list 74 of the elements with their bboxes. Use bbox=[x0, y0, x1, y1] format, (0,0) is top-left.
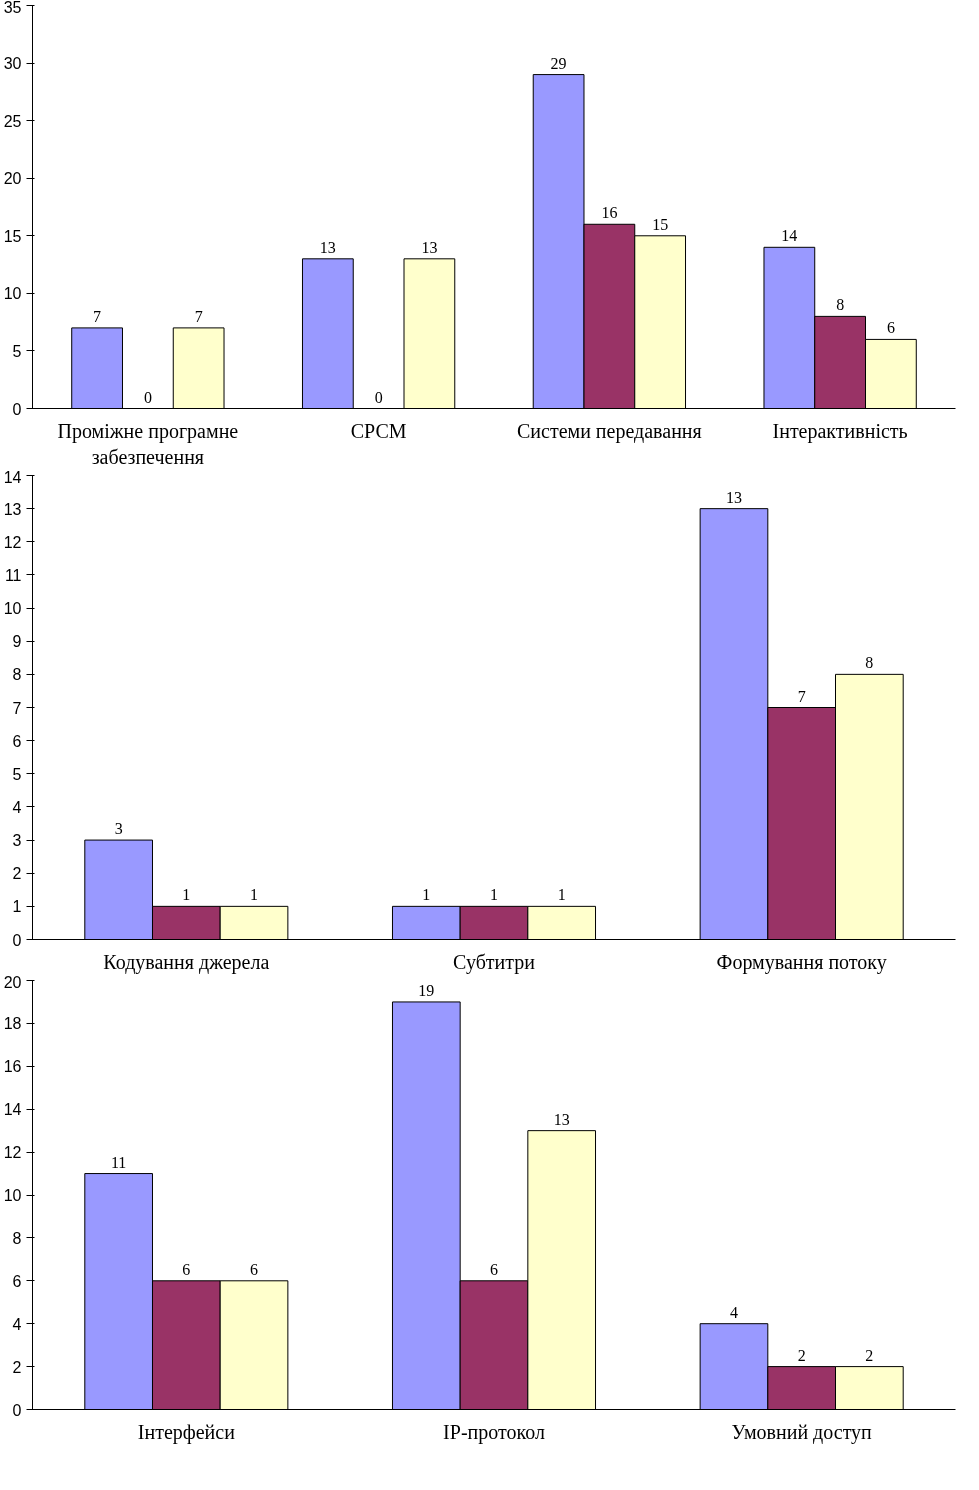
data-label: 1 bbox=[250, 886, 259, 904]
y-tick-label: 10 bbox=[3, 285, 22, 303]
y-tick-label: 30 bbox=[3, 55, 22, 73]
x-tick-label: Формування потоку bbox=[716, 950, 887, 974]
x-tick-label: Проміжне програмне забезпечення bbox=[57, 419, 239, 468]
x-tick-label: Субтитри bbox=[453, 950, 536, 974]
data-label: 6 bbox=[182, 1260, 191, 1278]
data-label: 0 bbox=[143, 388, 152, 406]
data-label: 16 bbox=[601, 204, 618, 222]
data-label: 1 bbox=[422, 886, 431, 904]
y-tick-label: 0 bbox=[12, 1401, 22, 1419]
y-tick-label: 15 bbox=[3, 227, 22, 245]
y-tick-label: 9 bbox=[12, 633, 22, 651]
data-label: 1 bbox=[557, 886, 566, 904]
data-label: 13 bbox=[725, 488, 742, 506]
x-tick-label: Інтерактивність bbox=[772, 419, 908, 443]
data-label: 3 bbox=[114, 820, 123, 838]
data-label: 1 bbox=[182, 886, 191, 904]
y-tick-label: 11 bbox=[4, 566, 22, 584]
data-label: 29 bbox=[550, 54, 567, 72]
y-tick-label: 18 bbox=[3, 1015, 22, 1033]
x-tick-label: СРСМ bbox=[350, 419, 407, 442]
y-tick-label: 13 bbox=[3, 500, 22, 518]
y-tick-label: 3 bbox=[12, 832, 22, 850]
data-label: 19 bbox=[418, 981, 435, 999]
y-tick-label: 20 bbox=[3, 973, 22, 991]
y-tick-label: 8 bbox=[12, 666, 22, 684]
data-label: 6 bbox=[886, 319, 895, 337]
y-tick-label: 0 bbox=[12, 931, 22, 949]
data-label: 6 bbox=[490, 1260, 498, 1278]
y-tick-label: 0 bbox=[12, 400, 22, 418]
x-tick-label: Системи передавання bbox=[516, 419, 702, 443]
data-label: 2 bbox=[865, 1346, 874, 1364]
data-label: 0 bbox=[374, 388, 383, 406]
y-tick-label: 25 bbox=[3, 112, 22, 130]
y-tick-label: 6 bbox=[12, 1272, 22, 1290]
x-tick-label: ІР-протокол bbox=[443, 1420, 545, 1444]
x-tick-label: Кодування джерела bbox=[103, 950, 270, 974]
data-label: 7 bbox=[93, 307, 102, 325]
data-label: 8 bbox=[836, 296, 845, 314]
y-tick-label: 16 bbox=[3, 1058, 22, 1076]
y-tick-label: 4 bbox=[12, 798, 22, 816]
y-tick-label: 10 bbox=[3, 1187, 22, 1204]
data-label: 6 bbox=[250, 1260, 259, 1278]
y-tick-label: 5 bbox=[12, 765, 22, 783]
data-label: 7 bbox=[194, 307, 203, 325]
data-label: 13 bbox=[553, 1110, 570, 1128]
y-tick-label: 2 bbox=[12, 865, 22, 883]
data-label: 8 bbox=[865, 654, 874, 672]
data-label: 7 bbox=[797, 687, 806, 705]
x-tick-label: Інтерфейси bbox=[137, 1420, 236, 1444]
y-tick-label: 35 bbox=[3, 0, 22, 16]
data-label: 13 bbox=[319, 238, 336, 256]
y-tick-label: 1 bbox=[12, 898, 22, 916]
data-label: 4 bbox=[729, 1303, 738, 1321]
y-tick-label: 14 bbox=[3, 1101, 22, 1119]
y-tick-label: 12 bbox=[3, 533, 22, 551]
data-label: 14 bbox=[781, 227, 798, 245]
y-tick-label: 14 bbox=[3, 468, 22, 486]
y-tick-label: 7 bbox=[12, 699, 22, 717]
y-tick-label: 6 bbox=[12, 732, 22, 750]
y-tick-label: 20 bbox=[3, 170, 22, 188]
data-label: 15 bbox=[652, 215, 669, 233]
data-label: 2 bbox=[797, 1346, 806, 1364]
x-tick-label: Умовний доступ bbox=[731, 1420, 873, 1444]
y-tick-label: 5 bbox=[12, 342, 22, 360]
data-label: 13 bbox=[421, 238, 438, 256]
y-tick-label: 4 bbox=[12, 1315, 22, 1333]
data-label: 1 bbox=[490, 886, 498, 904]
y-tick-label: 10 bbox=[3, 600, 22, 618]
y-tick-label: 8 bbox=[12, 1229, 22, 1247]
data-label: 11 bbox=[110, 1153, 127, 1171]
y-tick-label: 12 bbox=[3, 1144, 22, 1162]
y-tick-label: 2 bbox=[12, 1358, 22, 1376]
